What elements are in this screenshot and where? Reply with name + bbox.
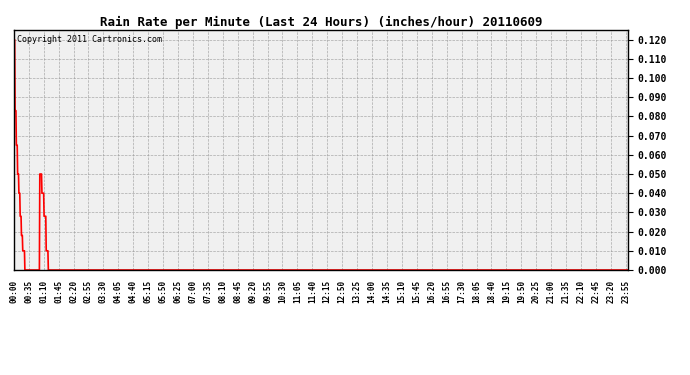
Title: Rain Rate per Minute (Last 24 Hours) (inches/hour) 20110609: Rain Rate per Minute (Last 24 Hours) (in…	[99, 16, 542, 29]
Text: Copyright 2011 Cartronics.com: Copyright 2011 Cartronics.com	[17, 35, 162, 44]
